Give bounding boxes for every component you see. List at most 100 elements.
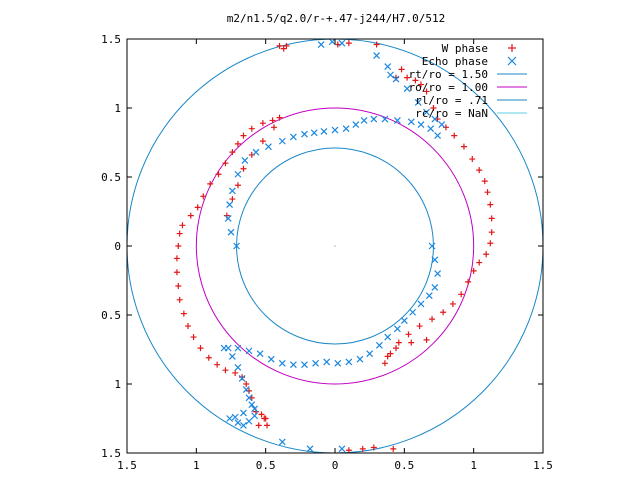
w-phase-point-35 — [395, 339, 402, 346]
w-phase-point-12 — [430, 105, 437, 111]
x-tick-label-4: 0.5 — [394, 459, 414, 472]
w-phase-point-83 — [276, 114, 283, 121]
w-phase-point-23 — [488, 229, 495, 236]
echo-phase-point-7 — [403, 85, 411, 93]
w-phase-point-39 — [393, 345, 400, 352]
echo-phase-point-48 — [366, 350, 374, 358]
origin-dot — [334, 245, 336, 247]
w-phase-point-33 — [416, 323, 423, 330]
echo-phase-point-54 — [301, 361, 308, 369]
w-phase-point-36 — [387, 350, 394, 357]
echo-phase-point-5 — [387, 71, 394, 79]
w-phase-point-0 — [276, 42, 283, 49]
echo-phase-point-64 — [234, 364, 242, 371]
echo-phase-point-29 — [252, 148, 260, 156]
x-tick-label-6: 1.5 — [533, 459, 553, 472]
legend-label-5: rc/ro = NaN — [415, 107, 488, 120]
w-phase-point-1 — [280, 45, 287, 52]
echo-phase-point-73 — [234, 419, 242, 427]
echo-phase-point-44 — [400, 317, 408, 324]
y-tick-label-2: 0.5 — [101, 171, 121, 184]
echo-phase-point-27 — [278, 137, 286, 145]
echo-phase-point-70 — [240, 409, 247, 417]
echo-phase-point-9 — [423, 108, 430, 116]
echo-phase-point-37 — [428, 242, 436, 250]
echo-phase-point-79 — [338, 445, 346, 453]
echo-phase-point-15 — [407, 118, 415, 126]
w-phase-point-37 — [381, 360, 388, 367]
w-phase-point-87 — [240, 165, 247, 172]
w-phase-point-76 — [222, 160, 229, 167]
w-phase-point-48 — [255, 422, 262, 429]
echo-phase-point-56 — [278, 359, 286, 367]
w-phase-point-85 — [259, 138, 266, 145]
w-phase-point-11 — [423, 88, 430, 95]
w-phase-point-73 — [200, 193, 207, 200]
echo-phase-point-53 — [312, 359, 320, 367]
echo-phase-point-49 — [356, 355, 364, 363]
echo-phase-point-59 — [245, 347, 253, 355]
w-phase-point-57 — [222, 367, 229, 374]
w-phase-point-43 — [370, 444, 377, 451]
echo-phase-point-47 — [375, 341, 383, 349]
w-phase-point-2 — [283, 42, 290, 49]
echo-phase-point-11 — [438, 121, 446, 128]
w-phase-point-4 — [345, 40, 352, 47]
y-tick-label-4: 0.5 — [101, 309, 121, 322]
w-phase-point-81 — [259, 120, 266, 127]
x-tick-label-1: 1 — [193, 459, 200, 472]
w-phase-point-56 — [232, 369, 239, 376]
w-phase-point-78 — [234, 140, 241, 147]
echo-phase-point-0 — [328, 38, 336, 46]
echo-phase-point-4 — [384, 63, 392, 71]
legend-label-4: rl/ro = .71 — [415, 94, 488, 107]
echo-phase-point-42 — [417, 300, 425, 308]
w-phase-point-60 — [197, 345, 204, 352]
echo-phase-point-1 — [338, 39, 346, 47]
w-phase-point-71 — [187, 212, 194, 219]
w-phase-point-77 — [229, 149, 236, 156]
w-phase-point-69 — [176, 230, 183, 237]
w-phase-point-42 — [390, 445, 397, 452]
y-tick-label-1: 1 — [114, 102, 121, 115]
w-phase-point-30 — [449, 300, 456, 307]
w-phase-point-24 — [487, 240, 494, 247]
legend-marker-1 — [507, 56, 517, 66]
echo-phase-point-40 — [431, 283, 439, 291]
w-phase-point-19 — [481, 178, 488, 185]
echo-phase-point-3 — [373, 52, 381, 59]
x-tick-label-3: 0 — [332, 459, 339, 472]
echo-phase-point-43 — [409, 308, 417, 316]
w-phase-point-67 — [173, 255, 180, 262]
echo-phase-point-21 — [342, 125, 350, 133]
echo-phase-point-36 — [233, 242, 240, 250]
w-phase-point-68 — [175, 243, 182, 249]
w-phase-point-8 — [404, 74, 411, 81]
echo-phase-point-17 — [381, 115, 389, 123]
echo-phase-point-28 — [265, 143, 272, 151]
echo-phase-point-46 — [384, 333, 392, 341]
w-phase-point-22 — [488, 215, 495, 222]
w-phase-point-31 — [440, 309, 447, 316]
echo-phase-point-25 — [301, 130, 308, 138]
w-phase-point-64 — [176, 296, 183, 303]
x-tick-label-5: 1 — [470, 459, 477, 472]
echo-phase-point-33 — [226, 201, 234, 209]
w-phase-point-49 — [262, 415, 269, 422]
echo-phase-point-30 — [241, 157, 249, 164]
w-phase-point-29 — [458, 291, 465, 298]
echo-phase-point-76 — [251, 412, 258, 420]
w-phase-point-75 — [215, 171, 222, 178]
w-phase-point-27 — [470, 267, 477, 274]
w-phase-point-34 — [405, 331, 412, 338]
echo-phase-point-12 — [434, 132, 442, 140]
echo-phase-point-14 — [417, 121, 425, 128]
x-tick-label-0: 1.5 — [117, 459, 137, 472]
echo-phase-point-32 — [228, 187, 236, 195]
echo-phase-point-51 — [334, 359, 342, 367]
w-phase-point-79 — [240, 132, 247, 139]
echo-phase-point-22 — [331, 126, 339, 134]
data-points — [173, 38, 495, 454]
